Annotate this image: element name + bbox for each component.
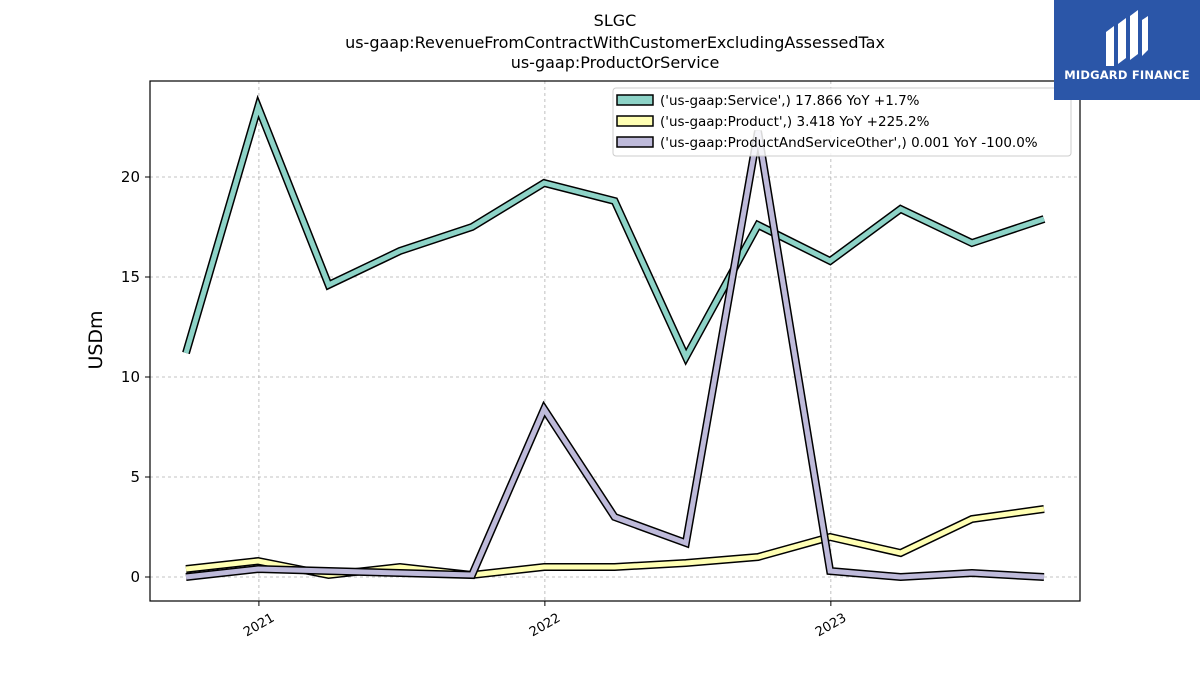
series-line-0 bbox=[182, 94, 1046, 366]
legend-swatch bbox=[616, 136, 654, 148]
series-layer bbox=[182, 94, 1046, 582]
y-tick-label: 15 bbox=[121, 268, 140, 286]
y-tick-label: 5 bbox=[130, 468, 140, 486]
legend-item-1: ('us-gaap:Product',) 3.418 YoY +225.2% bbox=[616, 114, 930, 130]
x-tick-label: 2022 bbox=[527, 611, 563, 641]
legend-item-2: ('us-gaap:ProductAndServiceOther',) 0.00… bbox=[616, 135, 1038, 151]
legend: ('us-gaap:Service',) 17.866 YoY +1.7% ('u… bbox=[612, 87, 1072, 157]
legend-item-0: ('us-gaap:Service',) 17.866 YoY +1.7% bbox=[616, 93, 920, 109]
title-line-2: us-gaap:RevenueFromContractWithCustomerE… bbox=[345, 33, 885, 52]
x-axis: 2021 2022 2023 bbox=[241, 601, 849, 640]
grid bbox=[150, 81, 1080, 601]
title-line-1: SLGC bbox=[594, 11, 637, 30]
series-line-2 bbox=[185, 130, 1045, 582]
series-stroke bbox=[183, 99, 1045, 363]
y-axis: 0 5 10 15 20 bbox=[121, 168, 150, 586]
logo: MIDGARD FINANCE bbox=[1054, 0, 1200, 100]
legend-label: ('us-gaap:Product',) 3.418 YoY +225.2% bbox=[660, 114, 930, 130]
chart-title: SLGC us-gaap:RevenueFromContractWithCust… bbox=[345, 11, 885, 72]
legend-swatch bbox=[616, 115, 654, 127]
title-line-3: us-gaap:ProductOrService bbox=[511, 53, 720, 72]
y-tick-label: 10 bbox=[121, 368, 140, 386]
series-stroke bbox=[185, 130, 1045, 580]
legend-box bbox=[612, 87, 1072, 157]
y-axis-label: USDm bbox=[85, 310, 107, 369]
y-tick-label: 0 bbox=[130, 568, 140, 586]
y-tick-label: 20 bbox=[121, 168, 140, 186]
logo-text: MIDGARD FINANCE bbox=[1064, 68, 1190, 82]
x-tick-label: 2021 bbox=[241, 611, 277, 641]
legend-label: ('us-gaap:Service',) 17.866 YoY +1.7% bbox=[660, 93, 920, 109]
x-tick-label: 2023 bbox=[813, 611, 849, 641]
plot-frame bbox=[149, 80, 1081, 602]
logo-mark-icon bbox=[1106, 10, 1148, 66]
legend-label: ('us-gaap:ProductAndServiceOther',) 0.00… bbox=[660, 135, 1038, 151]
legend-swatch bbox=[616, 94, 654, 106]
